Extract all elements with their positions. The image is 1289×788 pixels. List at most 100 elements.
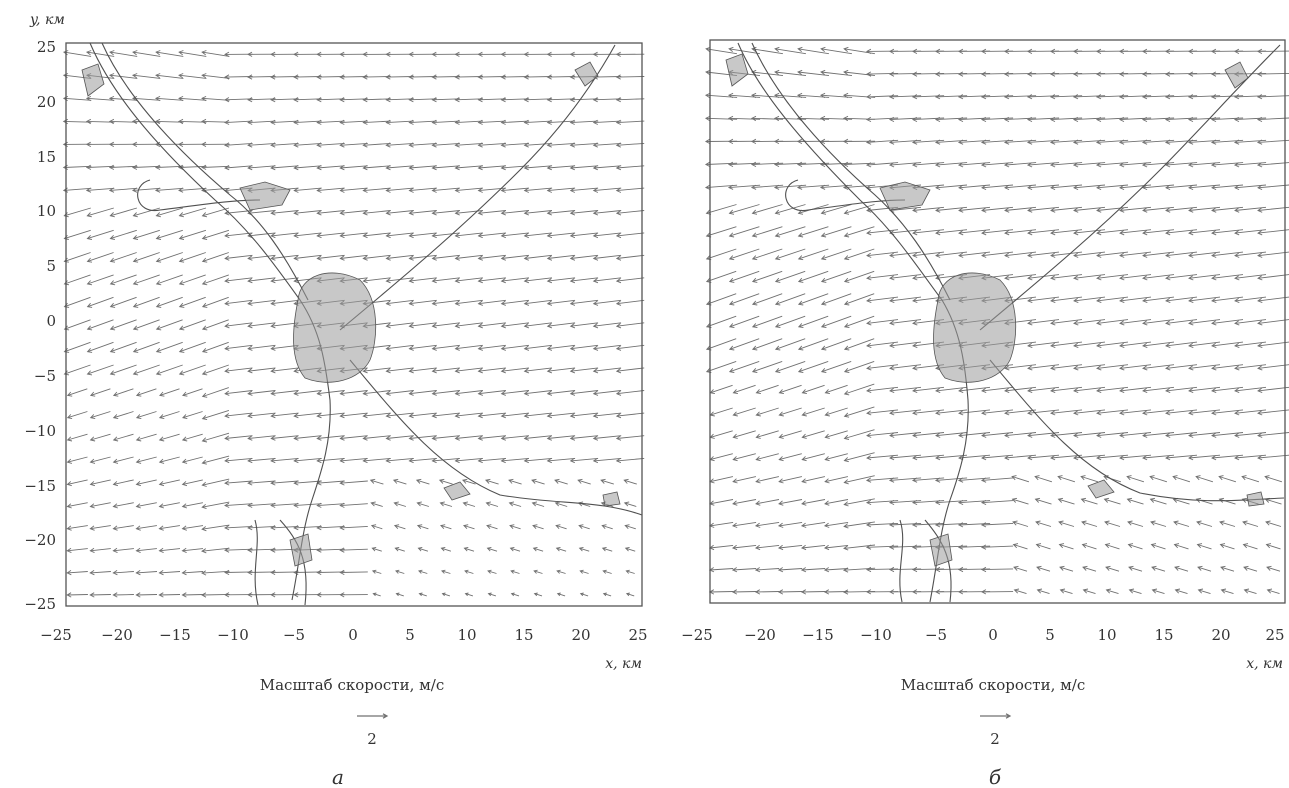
- wind-arrow: [362, 435, 391, 441]
- wind-arrow: [247, 232, 276, 239]
- wind-arrow: [1187, 71, 1221, 77]
- wind-arrow: [750, 115, 784, 122]
- wind-arrow: [1211, 229, 1244, 236]
- wind-arrow: [592, 322, 622, 329]
- wind-arrow: [523, 187, 553, 193]
- wind-arrow: [865, 94, 899, 100]
- urban-areas: [725, 53, 1265, 567]
- wind-arrow: [592, 210, 622, 216]
- wind-arrow: [865, 566, 899, 573]
- wind-arrow: [131, 187, 161, 193]
- wind-arrow: [63, 229, 91, 240]
- wind-arrow: [1174, 565, 1189, 572]
- wind-arrow: [431, 165, 460, 171]
- wind-arrow: [86, 207, 114, 218]
- wind-arrow: [980, 477, 1014, 483]
- wind-arrow: [843, 315, 875, 328]
- wind-arrow: [112, 570, 134, 576]
- wind-arrow: [1165, 341, 1198, 349]
- wind-arrow: [178, 319, 206, 331]
- wind-arrow: [578, 524, 590, 530]
- wind-arrow: [408, 187, 437, 193]
- wind-arrow: [155, 229, 183, 240]
- wind-arrow: [866, 229, 899, 236]
- wind-arrow: [1049, 94, 1083, 100]
- wind-arrow: [546, 367, 576, 374]
- wind-arrow: [1096, 274, 1129, 281]
- wind-arrow: [66, 547, 88, 554]
- wind-arrow: [454, 97, 484, 103]
- y-tick-label: −5: [34, 367, 56, 385]
- wind-arrow: [592, 299, 622, 306]
- wind-arrow: [1050, 296, 1083, 304]
- wind-arrow: [751, 293, 783, 306]
- wind-arrow: [392, 478, 407, 485]
- wind-arrow: [477, 322, 506, 329]
- wind-arrow: [441, 592, 451, 597]
- wind-arrow: [408, 232, 437, 239]
- wind-arrow: [592, 435, 622, 441]
- wind-arrow: [454, 435, 483, 441]
- wind-arrow: [1034, 475, 1053, 483]
- wind-arrow: [155, 73, 184, 79]
- wind-arrow: [958, 386, 991, 394]
- scale-caption: Масштаб скорости, м/с: [901, 676, 1085, 694]
- wind-arrow: [709, 384, 733, 395]
- wind-arrow: [1257, 229, 1289, 236]
- wind-arrow: [797, 69, 830, 77]
- wind-arrow: [135, 388, 157, 397]
- wind-arrow: [1081, 543, 1097, 550]
- wind-arrow: [372, 592, 381, 597]
- wind-arrow: [1211, 296, 1244, 304]
- wind-arrow: [293, 435, 322, 441]
- wind-arrow: [843, 248, 875, 261]
- wind-arrow: [615, 97, 645, 103]
- wind-arrow: [797, 360, 829, 373]
- wind-arrow: [431, 119, 460, 125]
- wind-arrow: [569, 435, 599, 441]
- wind-arrow: [751, 46, 783, 55]
- wind-arrow: [546, 299, 576, 306]
- wind-arrow: [1058, 520, 1075, 527]
- wind-arrow: [293, 390, 322, 396]
- wind-arrow: [112, 456, 134, 464]
- wind-arrow: [408, 390, 437, 396]
- wind-arrow: [270, 210, 299, 216]
- wind-arrow: [1242, 520, 1259, 527]
- wind-arrow: [201, 341, 229, 353]
- wind-arrow: [201, 455, 230, 465]
- wind-arrow: [569, 119, 599, 125]
- wind-arrow: [981, 206, 1014, 213]
- wind-arrow: [774, 315, 806, 328]
- wind-arrow: [911, 71, 945, 77]
- wind-arrow: [1095, 71, 1129, 77]
- wind-arrow: [66, 525, 88, 531]
- wind-arrow: [774, 204, 806, 215]
- wind-arrow: [154, 118, 184, 125]
- wind-arrow: [732, 453, 756, 462]
- wind-arrow: [477, 367, 506, 374]
- wind-arrow: [510, 569, 520, 574]
- wind-arrow: [385, 277, 414, 284]
- wind-arrow: [866, 432, 899, 438]
- wind-arrow: [462, 501, 476, 507]
- x-tick-label: 15: [1154, 626, 1173, 644]
- wind-arrow: [615, 210, 645, 216]
- wind-arrow: [155, 207, 184, 218]
- wind-arrow: [135, 570, 158, 576]
- wind-arrow: [1150, 520, 1167, 527]
- wind-arrow: [431, 412, 460, 419]
- wind-arrow: [158, 502, 180, 509]
- wind-arrow: [247, 299, 276, 306]
- panel-a: y, км 25 20 15 10 5 0 −5 −10 −15 −20 −25: [24, 12, 647, 788]
- wind-arrow: [1233, 94, 1267, 100]
- wind-arrow: [385, 367, 414, 374]
- wind-arrow: [178, 296, 206, 308]
- wind-arrow: [755, 430, 779, 439]
- wind-arrow: [980, 499, 1014, 506]
- wind-arrow: [523, 210, 553, 216]
- wind-arrow: [454, 412, 483, 419]
- wind-arrow: [1257, 274, 1289, 281]
- wind-arrow: [109, 252, 137, 263]
- wind-arrow: [1004, 364, 1037, 371]
